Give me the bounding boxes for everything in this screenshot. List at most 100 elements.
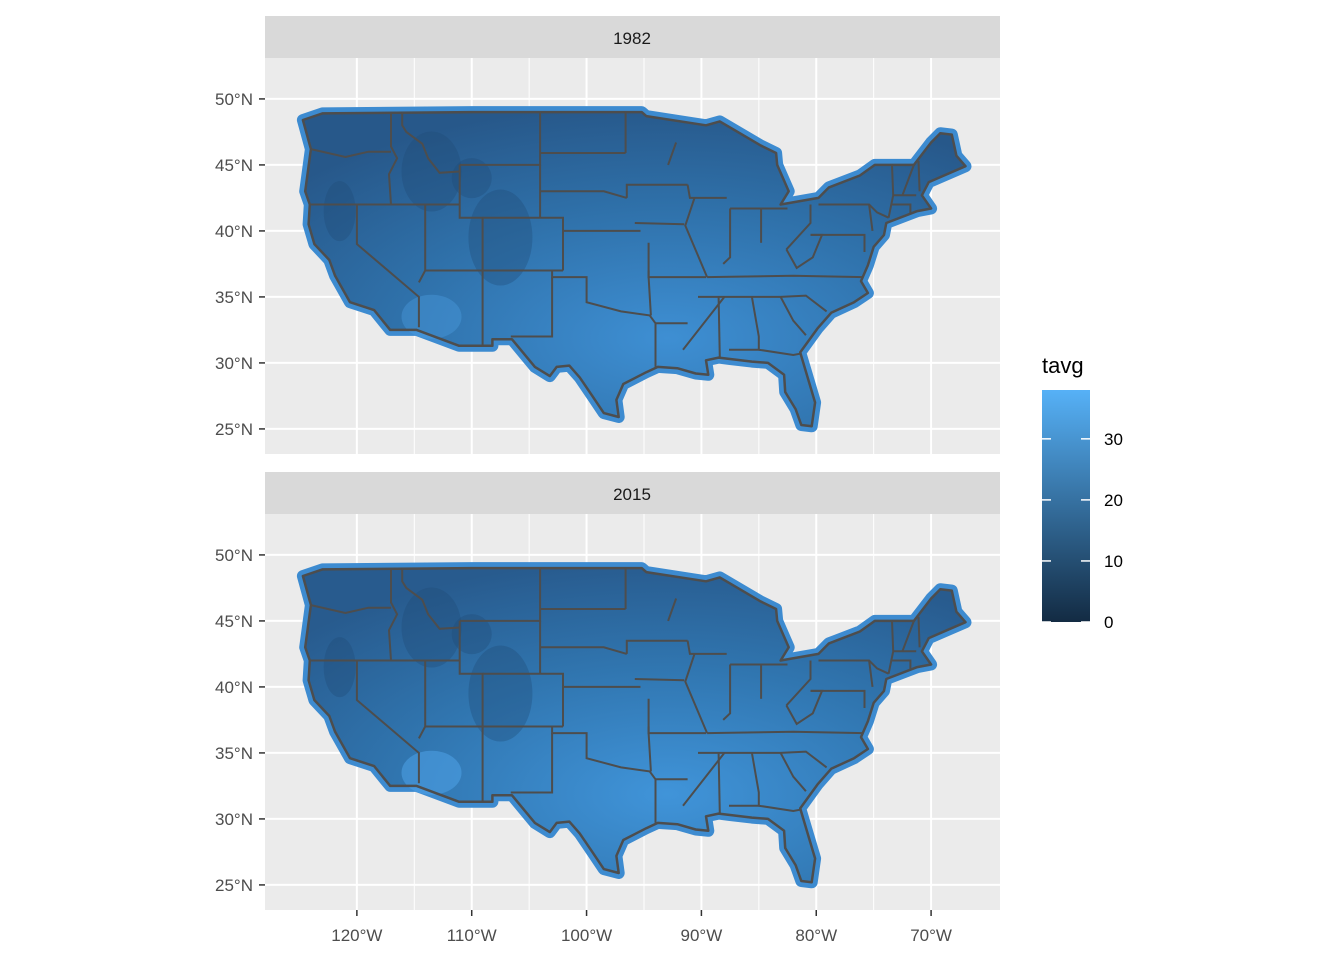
state-border [310, 604, 391, 615]
x-tick-label: 80°W [795, 926, 837, 945]
state-border [758, 348, 801, 357]
facet-panel-2015: 2015 25°N 30°N 35°N 40°N 45°N 50°N [215, 472, 1000, 910]
state-border [722, 208, 732, 265]
strip-label-1982: 1982 [613, 29, 651, 48]
state-border [458, 620, 484, 802]
state-border [634, 678, 685, 682]
state-border [482, 216, 564, 271]
national-border [301, 566, 967, 884]
state-border [510, 277, 554, 338]
land-1982 [296, 106, 972, 433]
cool-highland-region [451, 614, 492, 655]
state-border [717, 296, 721, 358]
y-tick-label: 35°N [215, 744, 253, 763]
state-border [779, 752, 807, 792]
facet-panel-1982: 1982 25°N 30°N 35°N 40°N 45°N 50°N [215, 16, 1000, 454]
y-tick-label: 45°N [215, 156, 253, 175]
state-border [355, 204, 420, 328]
state-border [647, 242, 652, 316]
legend-breaks: 0 10 20 30 [1042, 430, 1123, 632]
legend-break-label: 10 [1104, 552, 1123, 571]
state-border [684, 653, 709, 734]
state-border [667, 142, 678, 166]
state-border [482, 672, 564, 727]
state-border [810, 233, 866, 252]
y-tick-label: 25°N [215, 420, 253, 439]
state-border [551, 270, 657, 367]
state-border [698, 750, 828, 769]
cool-highland-region [468, 189, 533, 286]
state-border [890, 203, 912, 214]
state-border [818, 659, 890, 675]
y-tick-label: 30°N [215, 354, 253, 373]
legend: tavg 0 10 20 30 [1042, 353, 1123, 632]
state-border [686, 184, 727, 199]
state-border [785, 204, 812, 251]
state-border [917, 616, 921, 648]
x-axis: 120°W 110°W 100°W 90°W 80°W 70°W [331, 910, 952, 945]
cool-highland-region [468, 645, 533, 742]
state-border [458, 164, 484, 346]
state-border [540, 190, 628, 199]
state-border [901, 620, 915, 652]
x-tick-label: 90°W [681, 926, 723, 945]
y-tick-label: 40°N [215, 678, 253, 697]
state-border [707, 274, 864, 279]
national-border [301, 110, 967, 428]
state-border [729, 296, 760, 351]
y-axis-ticks-2015: 25°N 30°N 35°N 40°N 45°N 50°N [215, 546, 265, 895]
state-border [707, 730, 864, 735]
x-tick-label: 70°W [910, 926, 952, 945]
y-tick-label: 50°N [215, 546, 253, 565]
y-tick-label: 25°N [215, 876, 253, 895]
state-border [868, 660, 874, 688]
state-border [698, 294, 828, 313]
state-border [779, 296, 807, 336]
state-border [901, 164, 915, 196]
state-border [717, 752, 721, 814]
state-border [758, 804, 801, 813]
y-tick-label: 40°N [215, 222, 253, 241]
state-border [540, 646, 628, 655]
legend-break-label: 0 [1104, 613, 1113, 632]
state-border [551, 726, 657, 823]
warm-desert-region [401, 294, 462, 339]
cool-highland-region [401, 131, 462, 212]
x-tick-label: 120°W [331, 926, 382, 945]
state-border [818, 203, 890, 219]
state-border [810, 689, 866, 708]
strip-label-2015: 2015 [613, 485, 651, 504]
state-border [686, 640, 727, 655]
state-border [868, 204, 874, 232]
y-tick-label: 30°N [215, 810, 253, 829]
strip-background-2015 [265, 472, 1000, 514]
state-border [387, 112, 399, 205]
state-border [667, 598, 678, 622]
state-border [634, 222, 685, 226]
state-border [684, 197, 709, 278]
state-border [785, 660, 812, 707]
y-tick-label: 35°N [215, 288, 253, 307]
temperature-raster-fill [302, 112, 966, 427]
state-border [722, 664, 732, 721]
legend-colorbar [1042, 390, 1090, 622]
x-tick-label: 100°W [561, 926, 612, 945]
x-tick-label: 110°W [447, 926, 497, 945]
state-border [510, 733, 554, 794]
cool-highland-region [401, 587, 462, 668]
state-border [310, 148, 391, 159]
state-border [625, 639, 688, 654]
state-border [625, 183, 688, 198]
state-border [647, 698, 652, 772]
warm-desert-region [401, 750, 462, 795]
state-border [401, 112, 460, 174]
cool-highland-region [323, 637, 356, 698]
state-border [682, 296, 726, 351]
state-border [355, 660, 420, 784]
cool-highland-region [323, 181, 356, 242]
temperature-raster-fill [302, 568, 966, 883]
legend-title: tavg [1042, 353, 1084, 378]
strip-background-1982 [265, 16, 1000, 58]
y-tick-label: 45°N [215, 612, 253, 631]
y-tick-label: 50°N [215, 90, 253, 109]
